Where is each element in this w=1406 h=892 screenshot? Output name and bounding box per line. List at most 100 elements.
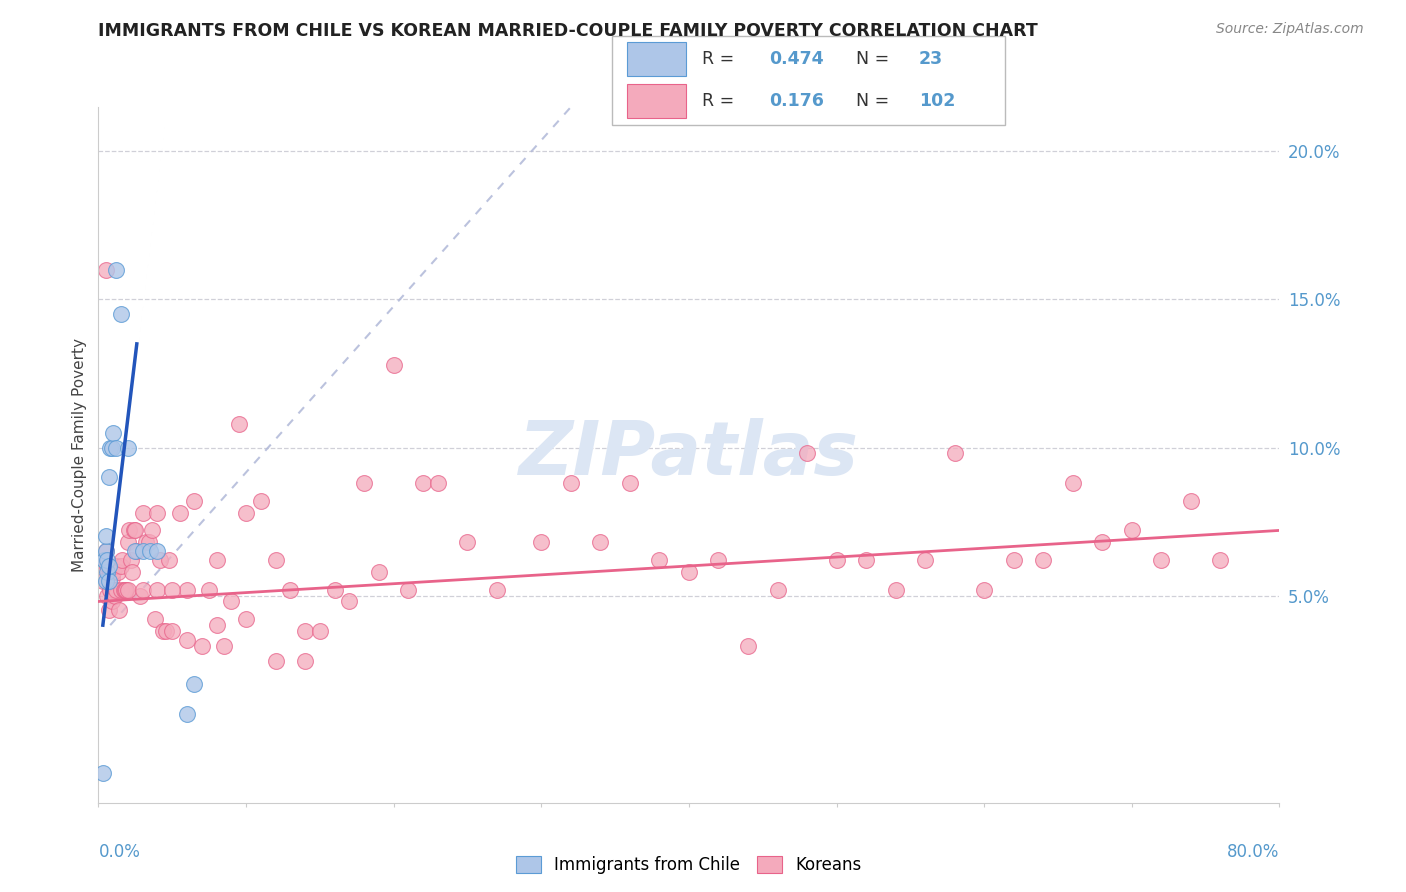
Point (146, 582, 169, 597)
Point (124, 544, 146, 558)
Point (796, 446, 818, 460)
Point (176, 706, 198, 721)
Point (110, 582, 132, 597)
Point (149, 553, 172, 567)
Point (93, 558, 115, 573)
Point (141, 524, 163, 538)
Point (337, 594, 360, 608)
Point (250, 493, 273, 508)
Point (205, 553, 228, 567)
Point (294, 654, 316, 668)
Text: 0.474: 0.474 (769, 50, 824, 68)
Point (176, 632, 198, 647)
Point (825, 553, 848, 567)
Text: R =: R = (702, 92, 734, 110)
Point (132, 582, 155, 597)
Point (103, 582, 125, 597)
Point (1209, 553, 1232, 567)
Text: 102: 102 (918, 92, 955, 110)
Point (105, 263, 128, 277)
Point (183, 677, 205, 691)
Point (264, 654, 287, 668)
Point (219, 594, 242, 608)
Point (117, 582, 139, 597)
Point (135, 535, 157, 549)
Point (228, 417, 250, 431)
Point (1032, 553, 1054, 567)
Text: 23: 23 (918, 50, 943, 68)
Point (212, 639, 235, 653)
Point (100, 571, 122, 585)
Point (112, 582, 135, 597)
Point (678, 565, 700, 579)
Point (309, 624, 332, 638)
Point (648, 553, 671, 567)
Point (97, 558, 120, 573)
Point (120, 553, 142, 567)
Point (103, 425, 125, 440)
Point (143, 612, 166, 626)
Text: IMMIGRANTS FROM CHILE VS KOREAN MARRIED-COUPLE FAMILY POVERTY CORRELATION CHART: IMMIGRANTS FROM CHILE VS KOREAN MARRIED-… (98, 22, 1038, 40)
Point (294, 624, 316, 638)
Point (118, 524, 141, 538)
Point (1121, 524, 1143, 538)
Point (855, 553, 877, 567)
Point (103, 565, 125, 579)
Point (707, 553, 730, 567)
Point (94, 263, 117, 277)
Point (619, 476, 641, 491)
Point (111, 553, 134, 567)
Point (589, 535, 612, 549)
Text: 0.0%: 0.0% (98, 843, 141, 861)
Point (121, 565, 143, 579)
Point (96, 553, 118, 567)
Point (176, 582, 198, 597)
Point (117, 535, 139, 549)
FancyBboxPatch shape (627, 42, 686, 76)
Text: N =: N = (856, 50, 889, 68)
Point (97, 558, 120, 573)
Point (108, 603, 131, 617)
Point (132, 544, 155, 558)
Point (100, 441, 122, 455)
Point (122, 524, 145, 538)
Point (973, 582, 995, 597)
Point (138, 535, 160, 549)
Text: R =: R = (702, 50, 734, 68)
Point (96, 558, 118, 573)
Point (100, 594, 122, 608)
FancyBboxPatch shape (612, 36, 1005, 125)
Point (235, 506, 257, 520)
Point (98, 565, 121, 579)
Point (766, 582, 789, 597)
Point (94, 544, 117, 558)
Point (382, 358, 405, 372)
Point (155, 624, 177, 638)
Point (1062, 476, 1084, 491)
Point (396, 582, 419, 597)
Point (91, 766, 114, 780)
Point (368, 565, 391, 579)
Point (162, 624, 183, 638)
Point (97, 603, 120, 617)
Point (114, 582, 136, 597)
Point (94, 574, 117, 588)
Point (530, 535, 553, 549)
Point (125, 544, 148, 558)
Text: 0.176: 0.176 (769, 92, 824, 110)
Point (486, 582, 509, 597)
Point (132, 506, 155, 520)
Point (110, 307, 132, 321)
Point (323, 582, 346, 597)
Point (1091, 535, 1114, 549)
Point (191, 639, 214, 653)
Point (97, 574, 120, 588)
Point (1150, 553, 1173, 567)
Point (98, 582, 121, 597)
Point (737, 639, 759, 653)
Point (110, 558, 132, 573)
Point (169, 506, 191, 520)
Point (124, 524, 146, 538)
Point (139, 544, 162, 558)
Point (205, 618, 228, 632)
